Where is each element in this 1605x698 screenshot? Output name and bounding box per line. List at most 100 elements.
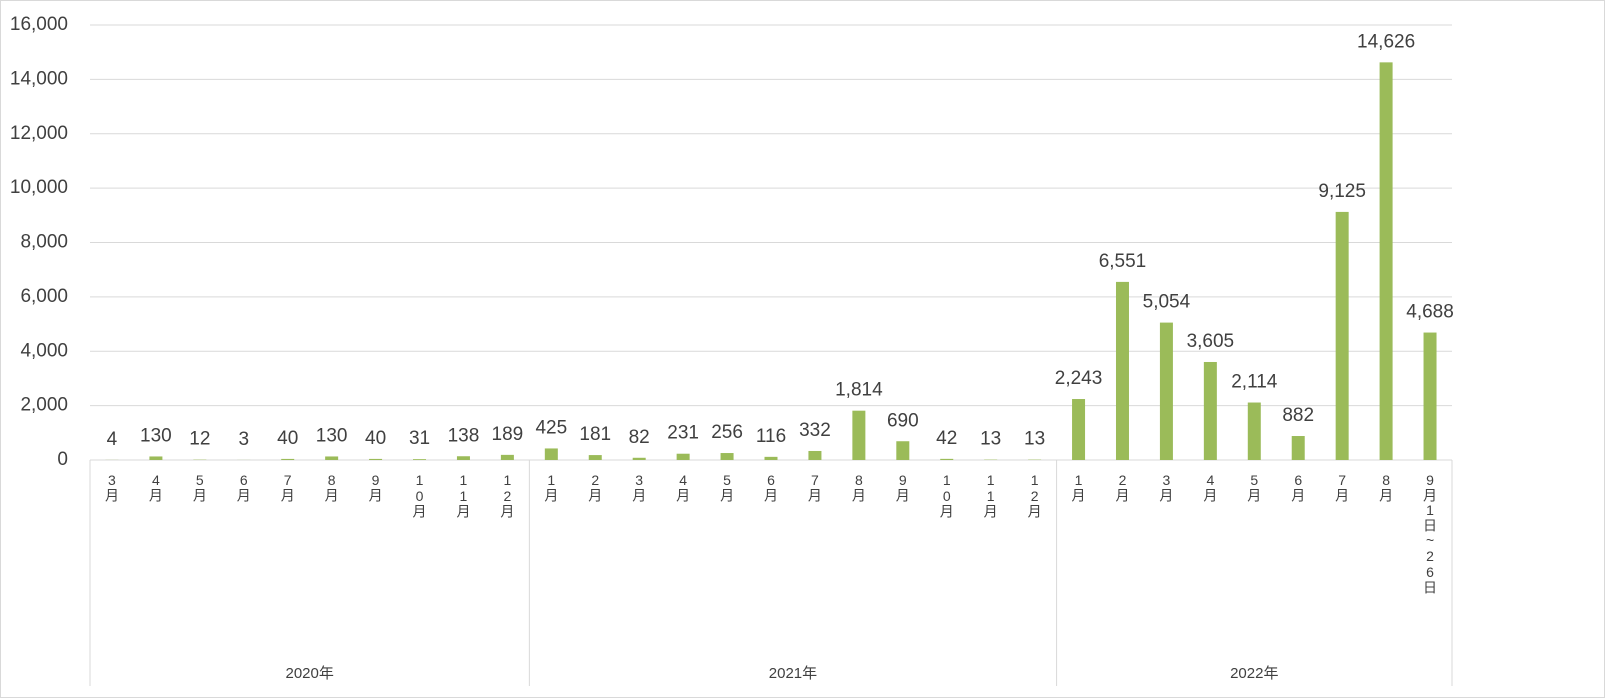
bar xyxy=(896,441,910,460)
x-tick-label: 5月 xyxy=(192,472,208,503)
data-label: 2,243 xyxy=(1055,368,1103,389)
bar xyxy=(632,457,646,460)
group-label: 2020年 xyxy=(285,665,333,682)
data-label: 256 xyxy=(711,422,743,443)
x-tick-label: 8月 xyxy=(1378,472,1394,503)
bar xyxy=(456,456,470,460)
data-label: 181 xyxy=(579,424,611,445)
bar xyxy=(1203,361,1217,460)
x-tick-label: 1月 xyxy=(543,472,559,503)
data-label: 332 xyxy=(799,420,831,441)
data-label: 40 xyxy=(277,428,298,449)
x-tick-label: 12月 xyxy=(499,472,515,519)
x-tick-label: 11月 xyxy=(983,472,999,519)
data-label: 138 xyxy=(448,425,480,446)
bar xyxy=(1072,399,1086,460)
bar xyxy=(676,453,690,460)
data-label: 14,626 xyxy=(1357,31,1415,52)
bar xyxy=(1159,322,1173,460)
data-label: 189 xyxy=(492,424,524,445)
x-tick-label: 7月 xyxy=(1334,472,1350,503)
bar xyxy=(808,450,822,460)
bar xyxy=(1423,332,1437,460)
data-label: 1,814 xyxy=(835,380,883,401)
x-tick-label: 4月 xyxy=(675,472,691,503)
bar xyxy=(1379,62,1393,461)
x-tick-label: 3月 xyxy=(631,472,647,503)
x-tick-label: 3月 xyxy=(1158,472,1174,503)
bar xyxy=(588,455,602,460)
x-tick-label: 2月 xyxy=(587,472,603,503)
bar xyxy=(764,456,778,460)
x-tick-label: 9月 xyxy=(895,472,911,503)
bar xyxy=(1247,402,1261,460)
data-label: 42 xyxy=(936,428,957,449)
y-tick-label: 6,000 xyxy=(20,286,68,307)
x-tick-label: 11月 xyxy=(455,472,471,519)
x-tick-label: 2月 xyxy=(1114,472,1130,503)
group-label: 2022年 xyxy=(1230,665,1278,682)
x-tick-label: 8月 xyxy=(851,472,867,503)
data-label: 31 xyxy=(409,428,430,449)
x-tick-label: 5月 xyxy=(1246,472,1262,503)
data-label: 882 xyxy=(1282,405,1314,426)
x-tick-label: 8月 xyxy=(324,472,340,503)
data-label: 130 xyxy=(316,425,348,446)
x-tick-label: 7月 xyxy=(280,472,296,503)
group-label: 2021年 xyxy=(769,665,817,682)
bar xyxy=(544,448,558,460)
data-label: 130 xyxy=(140,425,172,446)
x-tick-label: 9月1日~26日 xyxy=(1422,472,1438,594)
data-label: 6,551 xyxy=(1099,251,1147,272)
data-label: 116 xyxy=(756,426,786,447)
bar xyxy=(325,456,339,460)
x-tick-label: 10月 xyxy=(939,472,955,519)
y-tick-label: 10,000 xyxy=(10,177,68,198)
x-tick-label: 10月 xyxy=(412,472,428,519)
data-label: 690 xyxy=(887,410,919,431)
x-tick-label: 6月 xyxy=(236,472,252,503)
data-label: 4,688 xyxy=(1406,302,1454,323)
x-tick-label: 3月 xyxy=(104,472,120,503)
bar xyxy=(720,453,734,460)
y-tick-label: 8,000 xyxy=(20,232,68,253)
bar xyxy=(369,458,383,460)
data-label: 13 xyxy=(1024,429,1045,450)
x-tick-label: 4月 xyxy=(1202,472,1218,503)
y-tick-label: 12,000 xyxy=(10,123,68,144)
bar xyxy=(1335,211,1349,460)
data-label: 4 xyxy=(107,429,118,450)
x-tick-label: 6月 xyxy=(763,472,779,503)
bar xyxy=(281,458,295,460)
data-label: 3,605 xyxy=(1187,331,1235,352)
x-tick-label: 1月 xyxy=(1071,472,1087,503)
data-label: 9,125 xyxy=(1318,181,1366,202)
data-label: 425 xyxy=(535,417,567,438)
data-label: 82 xyxy=(629,427,650,448)
data-label: 12 xyxy=(189,429,210,450)
y-tick-label: 4,000 xyxy=(20,340,68,361)
data-label: 40 xyxy=(365,428,386,449)
y-tick-label: 14,000 xyxy=(10,68,68,89)
x-tick-label: 4月 xyxy=(148,472,164,503)
y-tick-label: 16,000 xyxy=(10,14,68,35)
bar xyxy=(1115,281,1129,460)
data-label: 5,054 xyxy=(1143,292,1191,313)
data-label: 13 xyxy=(980,429,1001,450)
x-tick-label: 9月 xyxy=(368,472,384,503)
y-tick-label: 0 xyxy=(57,449,68,470)
data-label: 3 xyxy=(238,429,249,450)
bar xyxy=(500,454,514,460)
x-tick-label: 6月 xyxy=(1290,472,1306,503)
x-tick-label: 5月 xyxy=(719,472,735,503)
x-tick-label: 7月 xyxy=(807,472,823,503)
bar xyxy=(413,459,427,460)
bar xyxy=(940,458,954,460)
bar xyxy=(149,456,163,460)
data-label: 2,114 xyxy=(1231,372,1278,393)
bar xyxy=(1291,436,1305,460)
data-label: 231 xyxy=(667,423,699,444)
